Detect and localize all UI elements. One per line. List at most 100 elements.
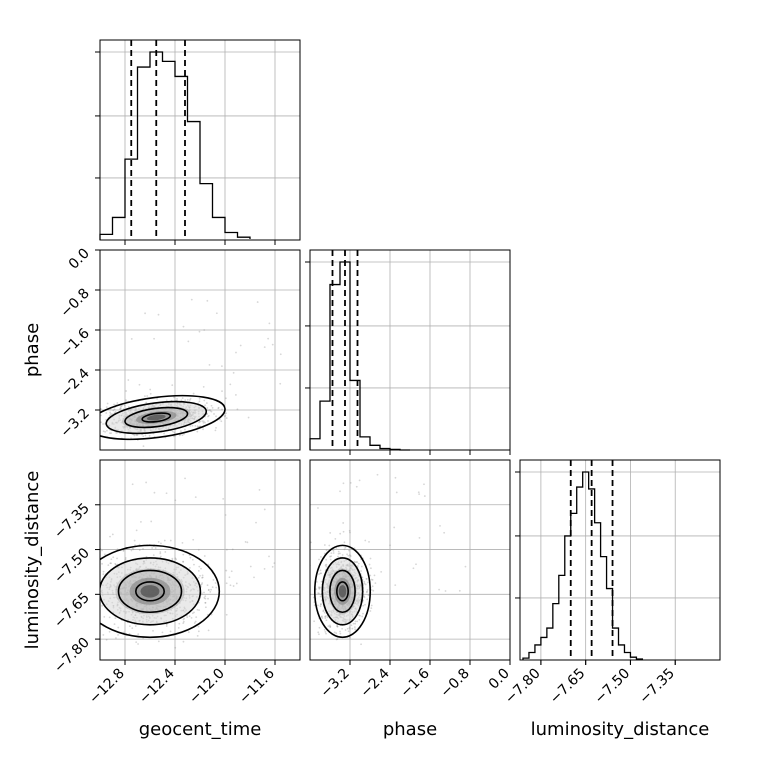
y-tick-label-phase: −0.8 xyxy=(57,286,92,321)
sample-point xyxy=(318,592,320,595)
sample-point xyxy=(360,643,362,646)
sample-point xyxy=(101,549,103,552)
sample-point xyxy=(317,592,320,594)
sample-point xyxy=(364,603,366,606)
sample-point xyxy=(104,553,106,556)
sample-point xyxy=(194,620,197,623)
x-tick-label-geocent_time: −11.6 xyxy=(236,665,278,707)
sample-point xyxy=(174,499,177,502)
sample-point xyxy=(190,616,193,619)
sample-point xyxy=(165,625,168,627)
sample-point xyxy=(186,398,189,401)
sample-point xyxy=(328,544,331,547)
sample-point xyxy=(97,420,99,422)
x-tick-label-geocent_time: −12.0 xyxy=(186,666,228,708)
sample-point xyxy=(164,551,167,553)
sample-point xyxy=(165,399,168,402)
sample-point xyxy=(339,532,342,535)
sample-point xyxy=(161,631,164,634)
sample-point xyxy=(263,508,266,511)
sample-point xyxy=(313,620,316,623)
sample-point xyxy=(363,595,365,598)
hist-luminosity_distance xyxy=(522,471,644,660)
sample-point xyxy=(332,552,335,554)
sample-point xyxy=(184,399,187,402)
sample-point xyxy=(464,565,467,568)
sample-point xyxy=(177,626,180,629)
sample-point xyxy=(224,514,227,516)
sample-point xyxy=(317,631,320,634)
sample-point xyxy=(97,589,99,591)
sample-point xyxy=(239,344,242,347)
sample-point xyxy=(199,574,201,577)
sample-point xyxy=(200,567,202,570)
sample-point xyxy=(362,612,364,615)
sample-point xyxy=(223,415,226,418)
sample-point xyxy=(325,565,328,568)
sample-point xyxy=(369,557,372,560)
sample-point xyxy=(142,445,145,447)
sample-point xyxy=(335,632,338,635)
sample-point xyxy=(94,600,96,602)
sample-point xyxy=(124,558,127,561)
sample-point xyxy=(341,627,344,630)
sample-point xyxy=(371,585,374,588)
sample-point xyxy=(136,434,139,437)
sample-point xyxy=(192,538,195,541)
density-level xyxy=(338,585,347,598)
sample-point xyxy=(203,591,205,594)
sample-point xyxy=(279,353,282,356)
sample-point xyxy=(133,434,136,437)
sample-point xyxy=(206,299,209,302)
sample-point xyxy=(197,630,200,633)
sample-point xyxy=(349,482,352,484)
sample-point xyxy=(102,570,105,573)
sample-point xyxy=(201,576,204,579)
sample-point xyxy=(207,420,209,422)
sample-point xyxy=(366,598,369,601)
sample-point xyxy=(108,630,111,633)
sample-point xyxy=(204,597,207,600)
contour-1 xyxy=(105,400,208,435)
sample-point xyxy=(334,537,337,540)
x-tick-label-luminosity_distance: −7.80 xyxy=(502,666,544,708)
sample-point xyxy=(363,580,366,583)
sample-point xyxy=(321,617,324,619)
sample-point xyxy=(115,431,118,434)
sample-point xyxy=(438,588,441,591)
sample-point xyxy=(371,579,374,581)
sample-point xyxy=(347,554,350,557)
sample-point xyxy=(344,629,347,631)
sample-point xyxy=(73,621,75,623)
sample-point xyxy=(96,599,98,601)
sample-point xyxy=(146,395,149,397)
sample-point xyxy=(119,408,121,410)
x-tick-label-luminosity_distance: −7.65 xyxy=(547,666,589,708)
sample-point xyxy=(362,604,365,607)
sample-point xyxy=(92,414,94,416)
sample-point xyxy=(229,383,232,386)
sample-point xyxy=(207,629,210,632)
sample-point xyxy=(182,325,185,328)
sample-point xyxy=(209,409,212,412)
sample-point xyxy=(197,569,200,572)
sample-point xyxy=(255,521,257,524)
sample-point xyxy=(181,541,184,544)
sample-point xyxy=(366,589,369,591)
sample-point xyxy=(128,625,131,628)
sample-point xyxy=(116,557,118,560)
sample-point xyxy=(374,582,377,585)
sample-point xyxy=(368,540,370,543)
sample-point xyxy=(318,633,320,636)
sample-point xyxy=(317,507,319,509)
x-tick-label-phase: −3.2 xyxy=(317,666,352,701)
sample-point xyxy=(214,429,217,432)
sample-point xyxy=(246,541,249,544)
sample-point xyxy=(92,599,94,601)
sample-point xyxy=(443,531,446,534)
sample-point xyxy=(117,633,119,636)
sample-point xyxy=(98,613,100,615)
sample-point xyxy=(209,591,212,593)
sample-point xyxy=(152,554,155,557)
sample-point xyxy=(188,399,191,401)
